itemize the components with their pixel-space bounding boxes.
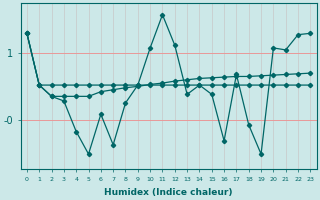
X-axis label: Humidex (Indice chaleur): Humidex (Indice chaleur) (104, 188, 233, 197)
